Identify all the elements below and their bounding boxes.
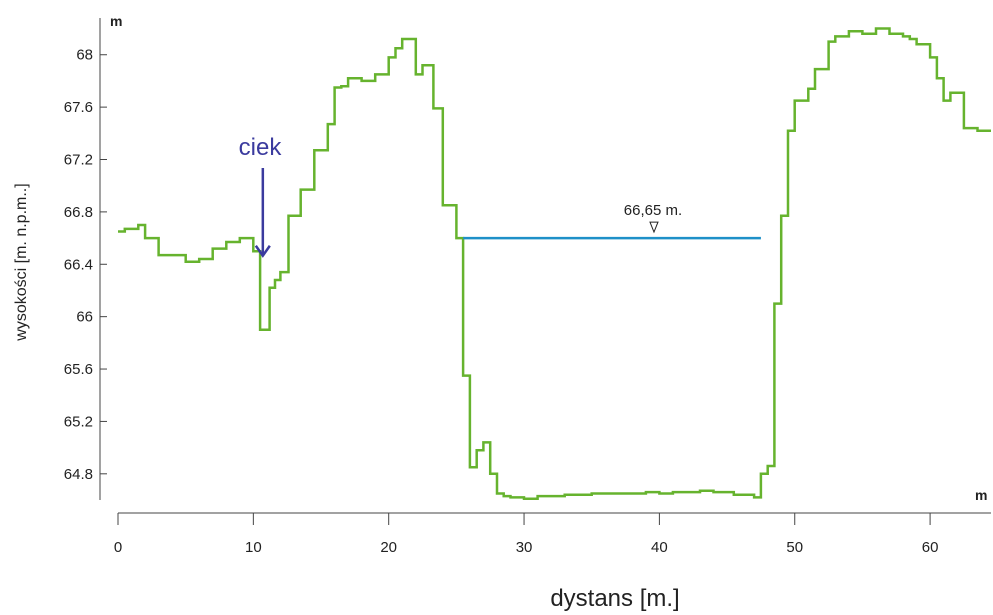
y-tick-label: 66.8: [64, 204, 93, 221]
y-axis-title: wysokości [m. n.p.m..]: [13, 183, 30, 341]
y-tick-label: 66.4: [64, 256, 93, 273]
x-tick-label: 10: [245, 539, 262, 556]
water-level-label: 66,65 m.: [624, 202, 682, 219]
y-ticks: 64.8 65.2 65.6 66 66.4 66.8 67.2 67.6 68: [64, 47, 107, 483]
y-tick-label: 66: [76, 309, 93, 326]
x-tick-label: 20: [380, 539, 397, 556]
y-tick-label: 68: [76, 47, 93, 64]
x-tick-label: 50: [786, 539, 803, 556]
x-tick-label: 60: [922, 539, 939, 556]
stream-annotation-label: ciek: [239, 134, 283, 161]
y-tick-label: 65.2: [64, 413, 93, 430]
water-level-marker-icon: [649, 221, 659, 234]
x-axis-title: dystans [m.]: [550, 585, 679, 612]
y-tick-label: 65.6: [64, 361, 93, 378]
profile-line: [118, 27, 991, 500]
stream-arrow-head: [254, 245, 271, 258]
x-unit-label: m: [975, 487, 987, 503]
y-unit-label: m: [110, 13, 122, 29]
x-tick-label: 30: [516, 539, 533, 556]
axes: [99, 18, 991, 514]
x-ticks: 0 10 20 30 40 50 60: [114, 513, 939, 556]
x-tick-label: 40: [651, 539, 668, 556]
y-tick-label: 67.6: [64, 99, 93, 116]
y-tick-label: 67.2: [64, 152, 93, 169]
x-tick-label: 0: [114, 539, 122, 556]
y-tick-label: 64.8: [64, 466, 93, 483]
stream-arrow-icon: [254, 168, 271, 258]
